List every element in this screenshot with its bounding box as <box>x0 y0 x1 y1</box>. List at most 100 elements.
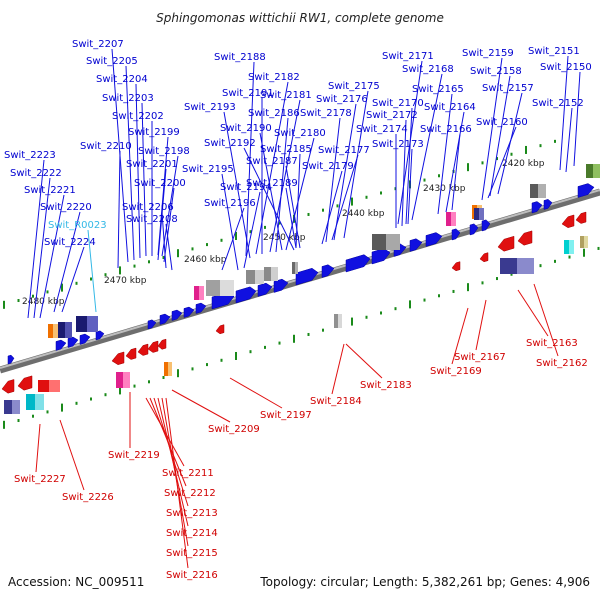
tick-mark <box>307 332 310 336</box>
leader-line <box>345 343 383 379</box>
tick-mark <box>322 208 324 212</box>
tick-mark <box>17 419 20 423</box>
gene-label: Swit_2152 <box>532 98 584 109</box>
tick-mark <box>90 397 92 401</box>
gene-label: Swit_2173 <box>372 139 424 150</box>
leader-line <box>33 177 51 319</box>
gene-label: Swit_2185 <box>260 144 312 155</box>
tick-mark <box>525 145 527 154</box>
gene-label: Swit_2167 <box>454 352 506 363</box>
leader-line <box>117 150 121 269</box>
leader-line <box>405 107 413 225</box>
forward-gene <box>67 336 79 348</box>
forward-gene <box>159 313 171 325</box>
forward-gene <box>195 302 207 314</box>
tick-mark <box>264 345 266 349</box>
leader-line <box>161 397 189 547</box>
gene-label: Swit_2199 <box>128 127 180 138</box>
leader-line <box>407 148 413 225</box>
reverse-gene <box>137 343 149 356</box>
label-leader-lines <box>27 48 581 569</box>
gene-label: Swit_2188 <box>214 52 266 63</box>
forward-gene <box>409 238 423 252</box>
gene-label: Swit_2207 <box>72 39 124 50</box>
forward-gene <box>171 309 183 321</box>
tick-mark <box>264 225 266 229</box>
gene-label: Swit_2150 <box>540 62 592 73</box>
genome-summary-text: Topology: circular; Length: 5,382,261 bp… <box>259 575 590 589</box>
tick-mark <box>148 260 150 264</box>
tick-mark <box>496 277 498 281</box>
tick-mark <box>46 290 49 294</box>
gene-label: Swit_2183 <box>360 380 412 391</box>
gene-label: Swit_2209 <box>208 424 260 435</box>
leader-line <box>487 126 517 199</box>
tick-mark <box>438 174 440 178</box>
gene-label: Swit_2181 <box>260 90 312 101</box>
tick-mark <box>539 144 542 148</box>
tick-mark <box>162 255 165 259</box>
tick-mark <box>3 420 5 429</box>
leader-line <box>221 173 239 271</box>
gene-label: Swit_2194 <box>220 182 272 193</box>
forward-gene <box>543 199 553 210</box>
forward-gene <box>147 319 157 330</box>
gene-label: Swit_2174 <box>356 124 408 135</box>
tick-mark <box>75 401 78 405</box>
forward-gene <box>55 339 67 351</box>
leader-line <box>517 289 549 337</box>
tick-mark <box>423 178 426 182</box>
tick-mark <box>380 311 382 315</box>
gene-label: Swit_2200 <box>134 178 186 189</box>
forward-gene <box>79 333 91 345</box>
gene-label: Swit_2215 <box>166 548 218 559</box>
tick-mark <box>322 328 324 332</box>
misc-feature <box>65 322 72 338</box>
tick-mark <box>510 272 513 276</box>
leader-line <box>285 137 315 251</box>
gene-label: Swit_2211 <box>162 468 214 479</box>
gene-label: Swit_2168 <box>402 64 454 75</box>
tick-mark <box>583 248 585 257</box>
gene-label: Swit_2182 <box>248 72 300 83</box>
forward-gene <box>481 219 491 232</box>
tick-mark <box>554 259 556 263</box>
gene-label: Swit_2205 <box>86 56 138 67</box>
reverse-gene <box>157 338 167 350</box>
tick-mark <box>307 212 310 216</box>
tick-mark <box>351 197 353 206</box>
tick-mark <box>568 255 571 259</box>
forward-gene <box>273 278 289 293</box>
gene-label: Swit_2223 <box>4 150 56 161</box>
forward-gene <box>235 286 257 304</box>
misc-feature <box>479 208 484 220</box>
leader-line <box>61 246 85 313</box>
reverse-gene <box>125 347 137 360</box>
tick-mark <box>336 204 339 208</box>
misc-feature <box>53 324 58 338</box>
tick-mark <box>235 231 237 240</box>
gene-label: Swit_2208 <box>126 214 178 225</box>
gene-label: Swit_2170 <box>372 98 424 109</box>
leader-line <box>161 211 167 269</box>
leader-line <box>533 283 559 357</box>
forward-gene <box>7 354 15 365</box>
reverse-gene <box>451 261 461 272</box>
tick-mark <box>394 307 397 311</box>
gene-label: Swit_2165 <box>412 84 464 95</box>
gene-label: Swit_2158 <box>470 66 522 77</box>
leader-line <box>445 111 465 213</box>
tick-mark <box>119 266 121 275</box>
tick-mark <box>104 393 107 397</box>
tick-mark <box>148 380 150 384</box>
reverse-gene <box>575 211 587 224</box>
misc-feature <box>12 400 20 414</box>
leader-line <box>163 187 175 263</box>
gene-label: Swit_2184 <box>310 396 362 407</box>
tick-mark <box>293 334 295 343</box>
misc-feature <box>220 280 234 296</box>
leader-line <box>295 153 301 249</box>
reverse-gene <box>17 375 33 391</box>
tick-mark <box>220 238 223 242</box>
leader-line <box>451 307 469 365</box>
